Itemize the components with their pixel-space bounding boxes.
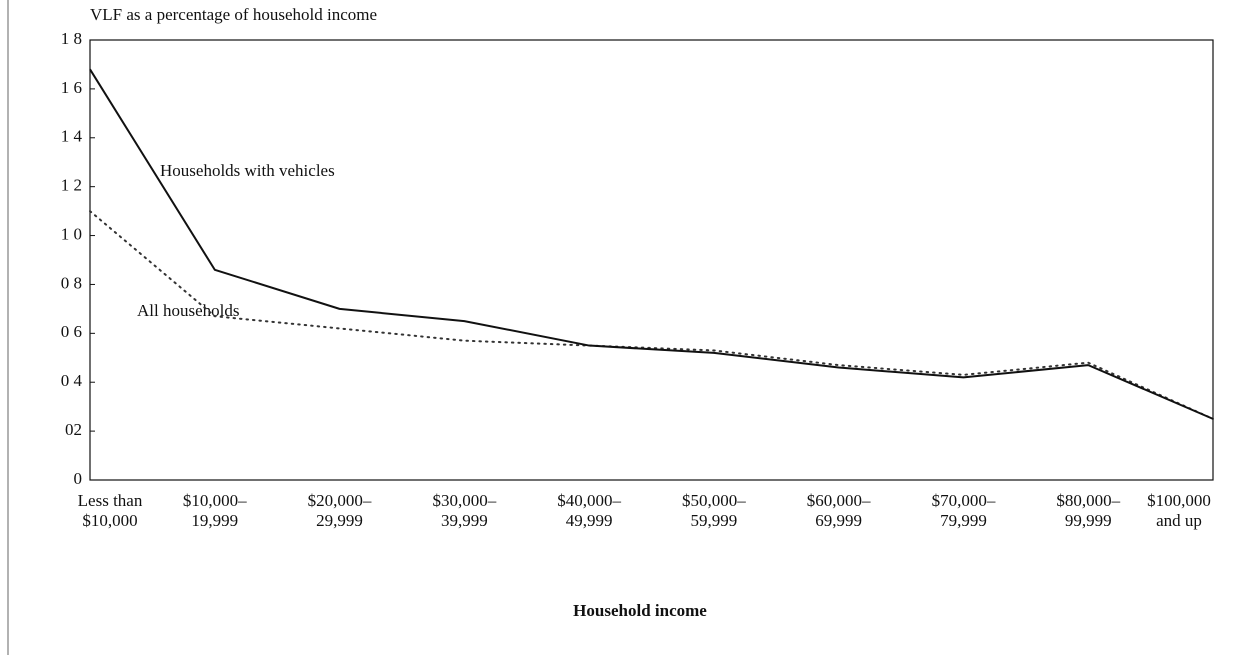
y-tick-label: 02 (65, 420, 82, 439)
y-tick-label: 0 4 (61, 371, 83, 390)
x-tick-label: $60,000– (807, 491, 871, 510)
x-tick-label: 59,999 (691, 511, 738, 530)
x-tick-label: 19,999 (191, 511, 238, 530)
y-tick-label: 1 4 (61, 127, 83, 146)
series-line (89, 68, 1214, 420)
series-line (89, 210, 1214, 420)
y-tick-label: 1 8 (61, 29, 82, 48)
x-tick-label: 99,999 (1065, 511, 1112, 530)
x-tick-label: $100,000 (1147, 491, 1211, 510)
y-tick-label: 0 6 (61, 322, 82, 341)
y-tick-label: 0 (74, 469, 83, 488)
x-tick-label: 39,999 (441, 511, 488, 530)
x-tick-label: and up (1156, 511, 1202, 530)
x-tick-label: $30,000– (432, 491, 496, 510)
x-tick-label: $10,000– (183, 491, 247, 510)
x-tick-label: Less than (78, 491, 143, 510)
plot-frame (89, 39, 1214, 481)
x-tick-label: $40,000– (557, 491, 621, 510)
chart-title: VLF as a percentage of household income (90, 5, 377, 24)
y-tick-label: 1 2 (61, 176, 82, 195)
x-tick-label: $70,000– (932, 491, 996, 510)
series-label: Households with vehicles (160, 161, 335, 180)
x-tick-label: $10,000 (82, 511, 137, 530)
x-tick-label: 29,999 (316, 511, 363, 530)
y-tick-label: 1 0 (61, 224, 82, 243)
x-axis-label: Household income (573, 601, 707, 620)
x-tick-label: $50,000– (682, 491, 746, 510)
x-tick-label: $80,000– (1056, 491, 1120, 510)
series-label: All households (137, 301, 239, 320)
y-tick-label: 0 8 (61, 273, 82, 292)
x-tick-label: 49,999 (566, 511, 613, 530)
x-tick-label: 69,999 (815, 511, 862, 530)
x-tick-label: 79,999 (940, 511, 987, 530)
y-tick-label: 1 6 (61, 78, 82, 97)
x-tick-label: $20,000– (308, 491, 372, 510)
